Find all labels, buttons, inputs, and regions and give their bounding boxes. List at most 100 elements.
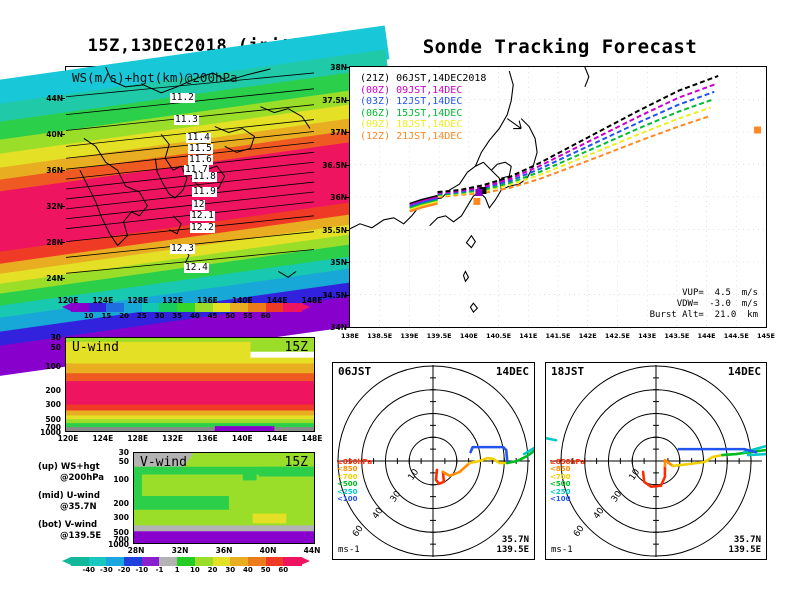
u-wind-ytick: 700 [45,423,61,432]
sonde-xtick: 142.5E [604,332,630,340]
v-wind-ytick: 100 [113,475,129,484]
tick-mark [346,262,349,263]
v-wind-ytick: 700 [113,535,129,544]
ws-map-ytick: 24N [46,274,63,283]
v-wind-xtick: 44N [303,546,321,555]
colorbar-tick: -10 [135,566,149,574]
u-wind-ytick: 500 [45,415,61,424]
sonde-tracking-map[interactable]: (21Z) 06JST,14DEC2018 (00Z) 09JST,14DEC (0… [349,66,767,328]
tick-mark [346,164,349,166]
colorbar-tick: 35 [172,312,183,320]
sonde-legend-entry: (12Z) 21JST,14DEC [360,130,463,142]
colorbar-segment [194,303,214,312]
u-wind-ytick: 30 [50,333,61,342]
contour-label: 11.4 [186,132,211,143]
hodograph-level-entry: <700 [550,472,571,481]
colorbar-segment [177,557,196,566]
colorbar-segment [141,303,161,312]
tick-mark [346,132,349,133]
v-wind-xtick: 40N [259,546,277,555]
ws-map-ytick: 40N [46,130,63,139]
colorbar-segment [88,303,107,312]
contour-label: 11.6 [188,154,213,165]
u-wind-xtick: 132E [162,434,183,443]
colorbar-tick: 50 [260,566,271,574]
tick-mark [62,278,65,279]
ws-colorbar [62,303,310,312]
v-wind-ytick: 30 [118,448,129,457]
contour-label: 11.9 [192,186,217,197]
sonde-legend-entry: (03Z) 12JST,14DEC [360,96,463,108]
colorbar-segment [265,557,284,566]
hodograph-time-0: 06JST [338,365,372,378]
panel-legend-sub: @35.7N [60,502,97,512]
colorbar-tick: -30 [100,566,113,574]
ws-map-ytick: 32N [46,202,63,211]
hodograph-level-entry: <500 [337,480,358,489]
hodograph-level-entry: ≥850hPa [550,458,586,466]
contour-label: 12 [192,199,206,210]
hodograph-location-line: 139.5E [496,545,529,555]
panel-legend-key: (up) WS+hgt [38,462,100,472]
hodograph-location-line: 139.5E [728,545,761,555]
ws-map-label: WS(m/s)+hgt(km)@200hPa [72,70,238,85]
colorbar-segment [230,557,249,566]
sonde-xtick: 144.5E [723,332,749,340]
hodograph-panel-18jst[interactable]: 10 30 40 60 18JST 14DEC ≥850hPa <850 <700 <… [545,362,767,560]
colorbar-tick: 55 [243,312,253,320]
colorbar-segment [159,303,178,312]
u-wind-label: U-wind [72,340,119,355]
ws-map-xtick: 132E [162,296,183,305]
colorbar-segment [247,303,267,312]
u-wind-xtick: 124E [92,434,114,443]
hodograph-level-entry: <850 [337,465,358,474]
coastline-and-contours [66,67,314,278]
u-wind-xtick: 120E [57,434,79,443]
hodograph-level-legend-0: ≥850hPa <850 <700 <500 <250 <100 [337,458,372,503]
panel-legend-entry: (mid) U-wind @35.7N [38,491,104,513]
sonde-legend-entry: (21Z) 06JST,14DEC2018 [360,73,487,84]
hodograph-location-0: 35.7N 139.5E [496,535,529,555]
u-wind-xtick: 136E [197,434,218,443]
hodograph-level-entry: <250 [550,487,571,496]
colorbar-segment [124,557,143,566]
contour-label: 12.3 [170,243,195,254]
u-wind-panel[interactable]: U-wind 15Z [65,337,315,432]
u-wind-ytick: 1000 [40,428,61,437]
colorbar-tick: 40 [189,312,200,320]
sonde-ytick: 37.5N [322,95,347,105]
colorbar-segment [212,303,231,312]
colorbar-min-arrow [62,303,71,311]
svg-text:10: 10 [627,467,642,482]
sonde-xtick: 140E [459,332,478,340]
panel-legend-entry: (up) WS+hgt @200hPa [38,462,104,484]
sonde-ytick: 35.5N [322,225,347,235]
contour-label: 12.2 [190,222,215,233]
v-wind-panel[interactable]: V-wind 15Z [133,452,315,544]
sonde-legend-entry: (09Z) 18JST,14DEC [360,119,463,131]
hodograph-date-1: 14DEC [727,365,761,378]
v-wind-ytick: 500 [113,528,129,537]
sonde-info-line: VDW= -3.0 m/s [676,299,758,309]
sonde-xtick: 145E [756,332,775,340]
sonde-xtick: 140.5E [486,332,512,340]
hodograph-level-entry: <700 [337,472,358,481]
ws-hgt-map-panel[interactable]: WS(m/s)+hgt(km)@200hPa 11.2 11.3 11.4 11… [0,25,392,377]
colorbar-segment [194,557,214,566]
contour-label: 12.4 [184,262,209,273]
sonde-info-line: Burst Alt= 21.0 km [649,310,758,320]
u-wind-xtick: 128E [127,434,149,443]
hodograph-level-entry: <250 [337,487,358,496]
v-wind-time: 15Z [284,455,308,470]
hodograph-panel-06jst[interactable]: 10 30 40 60 06JST 14DEC ≥850hPa <850 <700 <… [332,362,535,560]
colorbar-tick: 20 [119,312,129,320]
hodograph-date-0: 14DEC [495,365,529,378]
tick-mark [346,294,349,296]
u-wind-ytick: 50 [50,343,61,352]
contour-label: 12.1 [190,210,215,221]
sonde-ytick: 36N [330,193,347,202]
tick-mark [62,242,65,243]
panel-legend-key: (bot) V-wind [38,520,98,530]
tick-mark [62,98,65,99]
tick-mark [346,197,349,198]
